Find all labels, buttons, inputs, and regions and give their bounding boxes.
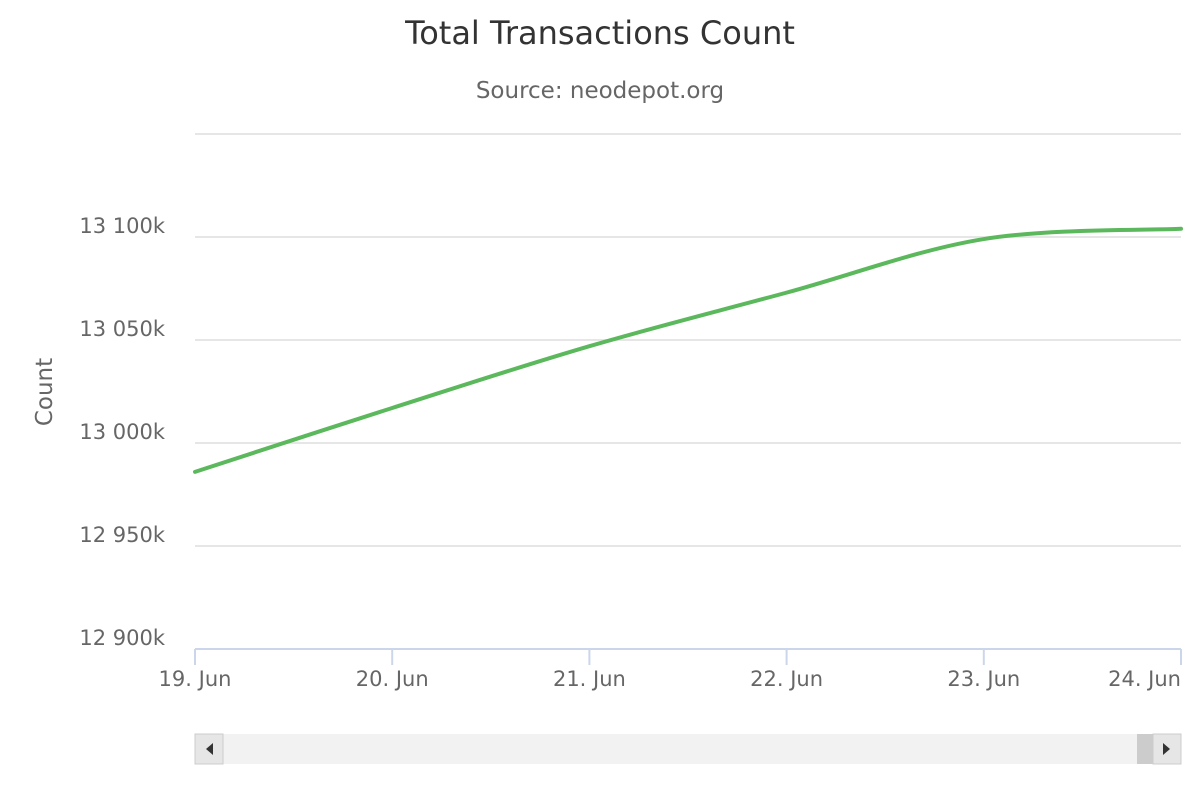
x-tick-label: 19. Jun: [159, 667, 232, 691]
x-axis: 19. Jun 20. Jun 21. Jun 22. Jun 23. Jun 24. J…: [159, 649, 1182, 691]
y-tick-label: 12 950k: [79, 523, 165, 547]
y-axis-labels: 12 900k 12 950k 13 000k 13 050k 13 100k: [79, 214, 165, 650]
y-axis-title: Count: [32, 358, 58, 426]
horizontal-scrollbar[interactable]: [194, 733, 1182, 765]
chart-title: Total Transactions Count: [404, 14, 795, 52]
x-tick-label: 24. Jun: [1108, 667, 1181, 691]
series-layer: [193, 226, 1183, 474]
triangle-left-icon: [206, 743, 213, 755]
series-line: [193, 226, 1183, 474]
scrollbar-handle[interactable]: [1137, 734, 1153, 764]
triangle-right-icon: [1163, 743, 1170, 755]
x-tick-label: 21. Jun: [553, 667, 626, 691]
x-tick-label: 23. Jun: [947, 667, 1020, 691]
x-tick-label: 22. Jun: [750, 667, 823, 691]
y-tick-label: 12 900k: [79, 626, 165, 650]
y-tick-label: 13 100k: [79, 214, 165, 238]
y-tick-label: 13 000k: [79, 420, 165, 444]
x-tick-label: 20. Jun: [356, 667, 429, 691]
chart-subtitle: Source: neodepot.org: [476, 78, 724, 104]
y-grid: [195, 133, 1181, 547]
y-tick-label: 13 050k: [79, 317, 165, 341]
scrollbar-track[interactable]: [195, 734, 1181, 764]
